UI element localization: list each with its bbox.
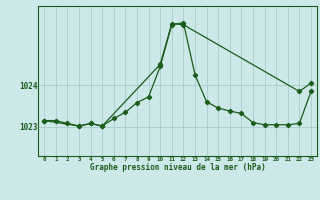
X-axis label: Graphe pression niveau de la mer (hPa): Graphe pression niveau de la mer (hPa) [90, 163, 266, 172]
